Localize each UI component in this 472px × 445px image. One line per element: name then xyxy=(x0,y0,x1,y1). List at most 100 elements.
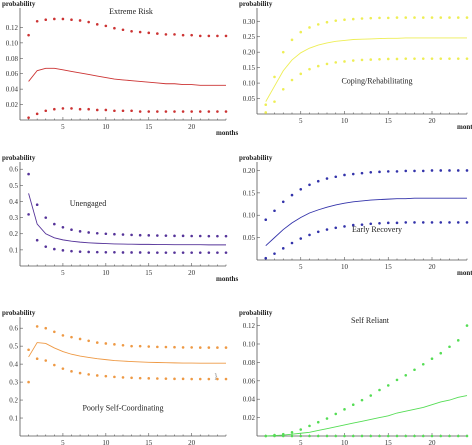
data-point xyxy=(421,16,425,19)
data-point xyxy=(430,434,434,438)
x-tick-label: 15 xyxy=(385,117,393,125)
data-point xyxy=(395,378,399,382)
data-point xyxy=(456,434,460,438)
x-tick-label: 15 xyxy=(145,123,153,131)
data-point xyxy=(53,247,56,251)
data-point xyxy=(299,434,303,438)
data-point xyxy=(27,33,30,37)
data-point xyxy=(456,169,460,172)
data-point xyxy=(156,377,159,380)
data-point xyxy=(290,78,294,82)
data-point xyxy=(35,357,39,361)
x-tick-label: 10 xyxy=(341,263,349,271)
data-point xyxy=(78,107,82,111)
data-point xyxy=(404,434,408,438)
data-point xyxy=(156,251,159,254)
data-point xyxy=(104,232,108,236)
data-point xyxy=(138,376,142,380)
data-point xyxy=(113,375,116,379)
data-point xyxy=(207,251,211,254)
data-point xyxy=(325,228,329,231)
y-tick-label: 0.20 xyxy=(243,49,256,57)
data-point xyxy=(273,252,276,256)
x-tick-label: 5 xyxy=(61,123,65,131)
data-point xyxy=(27,348,30,352)
data-point xyxy=(224,34,228,38)
data-point xyxy=(113,232,116,236)
x-tick-label: 5 xyxy=(299,263,303,271)
data-point xyxy=(61,249,65,252)
data-point xyxy=(360,58,364,62)
y-tick-label: 0.4 xyxy=(9,361,18,369)
data-point xyxy=(334,434,338,438)
data-point xyxy=(44,245,48,248)
data-point xyxy=(61,225,65,229)
data-point xyxy=(430,169,434,172)
data-point xyxy=(404,221,408,224)
chart-title: Self Reliant xyxy=(351,316,390,325)
data-point xyxy=(87,20,90,24)
data-point xyxy=(316,179,320,183)
data-point xyxy=(351,223,355,227)
data-point xyxy=(87,250,90,254)
data-point xyxy=(430,221,434,224)
y-tick-label: 0.06 xyxy=(243,377,256,385)
data-point xyxy=(404,16,408,19)
data-point xyxy=(35,203,39,207)
data-point xyxy=(27,380,30,384)
data-point xyxy=(290,434,294,438)
data-point xyxy=(404,373,408,377)
data-point xyxy=(395,16,399,19)
data-point xyxy=(173,377,176,381)
data-point xyxy=(190,33,193,37)
data-point xyxy=(138,233,142,237)
chart-panel-2: probability months 5 10 15 20 0.1 0.2 0.3 0.4 0.5 0… xyxy=(2,154,238,283)
data-point xyxy=(95,23,99,26)
data-point xyxy=(130,29,133,33)
data-point xyxy=(173,33,176,36)
y-tick-label: 0.10 xyxy=(243,212,256,220)
data-point xyxy=(164,345,168,349)
data-point xyxy=(190,234,193,238)
data-point xyxy=(95,374,99,377)
data-point xyxy=(104,342,108,345)
data-point xyxy=(334,412,338,416)
data-point xyxy=(53,330,56,334)
data-point xyxy=(343,60,346,63)
data-point xyxy=(448,434,451,438)
x-axis-label: months xyxy=(216,275,238,283)
data-point xyxy=(448,57,451,60)
data-point xyxy=(35,325,39,328)
data-point xyxy=(281,247,285,250)
data-point xyxy=(281,200,285,204)
data-point xyxy=(61,17,65,21)
data-point xyxy=(360,223,364,226)
data-point xyxy=(290,241,294,245)
x-axis-label: months xyxy=(457,123,472,131)
data-point xyxy=(456,221,460,224)
series-line xyxy=(28,342,226,364)
data-point xyxy=(198,234,202,238)
data-point xyxy=(273,100,276,103)
data-point xyxy=(198,110,202,113)
data-point xyxy=(216,34,219,38)
data-point xyxy=(190,377,193,381)
data-point xyxy=(369,58,373,61)
data-point xyxy=(156,345,159,349)
data-point xyxy=(198,251,202,254)
data-point xyxy=(138,110,142,113)
data-point xyxy=(369,170,373,174)
data-point xyxy=(386,434,390,438)
data-point xyxy=(264,256,268,260)
series-line xyxy=(265,197,467,247)
data-point xyxy=(70,370,73,373)
data-point xyxy=(138,30,142,34)
data-point xyxy=(53,17,56,21)
data-point xyxy=(190,251,193,254)
data-point xyxy=(78,250,82,253)
chart-title: Early Recovery xyxy=(352,225,402,234)
chart-panel-1: probability months 5 10 15 20 0.05 0.10 0.15 0.20… xyxy=(239,0,472,131)
data-point xyxy=(44,18,48,22)
y-axis-label: probability xyxy=(2,0,36,8)
data-point xyxy=(430,357,434,361)
